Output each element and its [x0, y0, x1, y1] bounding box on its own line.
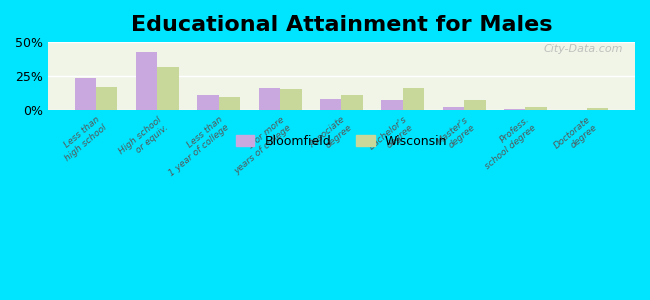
Bar: [525, 106, 547, 110]
Text: City-Data.com: City-Data.com: [544, 44, 623, 54]
Bar: [320, 99, 341, 110]
Bar: [259, 88, 280, 110]
Bar: [75, 78, 96, 110]
Bar: [504, 109, 525, 110]
Bar: [197, 95, 219, 110]
Bar: [403, 88, 424, 110]
Bar: [443, 106, 464, 110]
Bar: [219, 97, 240, 110]
Legend: Bloomfield, Wisconsin: Bloomfield, Wisconsin: [231, 130, 452, 152]
Bar: [464, 100, 486, 110]
Bar: [341, 95, 363, 110]
Bar: [157, 67, 179, 110]
Bar: [280, 89, 302, 110]
Bar: [382, 100, 403, 110]
Bar: [96, 87, 118, 110]
Title: Educational Attainment for Males: Educational Attainment for Males: [131, 15, 552, 35]
Bar: [587, 108, 608, 110]
Bar: [136, 52, 157, 110]
